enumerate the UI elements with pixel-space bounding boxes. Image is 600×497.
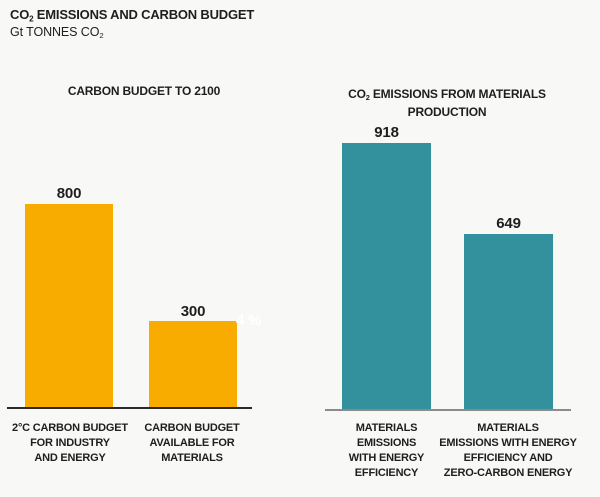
- bar-value-label: 300: [180, 303, 206, 320]
- page-title: CO2 EMISSIONS AND CARBON BUDGET: [10, 7, 254, 23]
- category-label: MATERIALS EMISSIONS WITH ENERGY EFFICIEN…: [439, 422, 577, 479]
- unit-prefix: Gt TONNES CO: [10, 25, 100, 39]
- bar-value-label: 800: [56, 185, 82, 202]
- x-axis-right-chart: [325, 409, 571, 411]
- bar-value-label: 649: [496, 215, 521, 232]
- bar-2c-carbon-budget: [25, 204, 113, 408]
- category-label: 2°C CARBON BUDGET FOR INDUSTRY AND ENERG…: [12, 422, 128, 464]
- chart-title-materials-emissions: CO2 EMISSIONS FROM MATERIALS PRODUCTION: [332, 87, 562, 119]
- bar-value-label: 918: [374, 124, 399, 141]
- chart-title-subscript: 2: [365, 93, 370, 103]
- chart-title-rest: EMISSIONS FROM MATERIALS PRODUCTION: [369, 87, 546, 120]
- category-label: MATERIALS EMISSIONS WITH ENERGY EFFICIEN…: [348, 422, 425, 479]
- page-title-subscript: 2: [29, 14, 34, 24]
- ghost-percentage-label: 4 %: [236, 312, 262, 329]
- page-title-rest: EMISSIONS AND CARBON BUDGET: [33, 7, 255, 22]
- chart-title-carbon-budget: CARBON BUDGET TO 2100: [67, 84, 221, 98]
- x-axis-left-chart: [7, 407, 252, 409]
- bar-budget-available-materials: [149, 321, 237, 408]
- page-title-prefix: CO: [10, 7, 30, 22]
- bar-emissions-zero-carbon: [464, 234, 553, 410]
- chart-title-prefix: CO: [348, 87, 366, 101]
- category-label: CARBON BUDGET AVAILABLE FOR MATERIALS: [144, 422, 240, 464]
- bar-emissions-energy-efficiency: [342, 143, 431, 410]
- page-unit-label: Gt TONNES CO2: [10, 25, 104, 40]
- unit-subscript: 2: [99, 31, 104, 41]
